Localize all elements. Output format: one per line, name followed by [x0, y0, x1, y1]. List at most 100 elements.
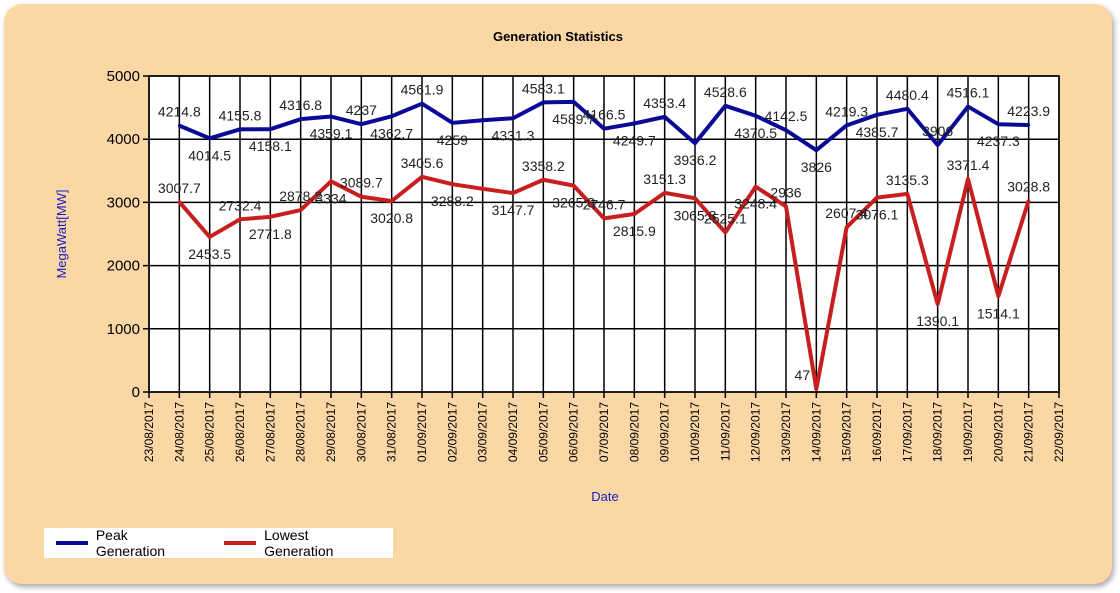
data-point — [754, 185, 758, 189]
x-tick-label: 25/08/2017 — [203, 402, 217, 462]
data-point — [572, 184, 576, 188]
data-point — [784, 128, 788, 132]
x-tick-label: 22/09/2017 — [1052, 402, 1066, 462]
data-point — [268, 215, 272, 219]
data-point — [208, 136, 212, 140]
x-tick-label: 02/09/2017 — [445, 402, 459, 462]
y-tick-label: 4000 — [107, 131, 140, 148]
data-label: 4480.4 — [886, 87, 929, 103]
chart-title: Generation Statistics — [493, 29, 623, 44]
data-point — [754, 114, 758, 118]
x-tick-label: 14/09/2017 — [809, 402, 823, 462]
data-point — [390, 114, 394, 118]
data-point — [541, 100, 545, 104]
data-point — [814, 148, 818, 152]
data-point — [511, 191, 515, 195]
x-tick-label: 05/09/2017 — [536, 402, 550, 462]
data-label: 4528.6 — [704, 84, 747, 100]
data-point — [177, 124, 181, 128]
data-point — [450, 182, 454, 186]
data-point — [177, 200, 181, 204]
x-tick-label: 20/09/2017 — [991, 402, 1005, 462]
data-point — [1027, 123, 1031, 127]
data-label: 3826 — [801, 159, 832, 175]
data-label: 4331.3 — [492, 127, 535, 143]
data-point — [390, 199, 394, 203]
x-tick-label: 12/09/2017 — [749, 402, 763, 462]
data-label: 1514.1 — [977, 305, 1020, 321]
x-tick-label: 04/09/2017 — [506, 402, 520, 462]
data-point — [663, 191, 667, 195]
x-tick-label: 13/09/2017 — [779, 402, 793, 462]
data-point — [268, 127, 272, 131]
legend-swatch — [56, 541, 88, 545]
x-tick-label: 23/08/2017 — [142, 402, 156, 462]
data-point — [996, 294, 1000, 298]
data-label: 2732.4 — [219, 197, 262, 213]
data-point — [723, 230, 727, 234]
data-label: 4158.1 — [249, 138, 292, 154]
data-point — [936, 143, 940, 147]
y-tick-label: 3000 — [107, 194, 140, 211]
data-label: 3020.8 — [370, 210, 413, 226]
data-point — [359, 195, 363, 199]
data-point — [299, 117, 303, 121]
legend-swatch — [224, 541, 257, 545]
data-label: 4166.5 — [583, 107, 626, 123]
data-point — [693, 196, 697, 200]
data-label: 3405.6 — [401, 155, 444, 171]
data-label: 3334 — [315, 190, 346, 206]
data-label: 2936 — [770, 184, 801, 200]
data-label: 4561.9 — [401, 82, 444, 98]
data-point — [814, 387, 818, 391]
data-label: 4353.4 — [643, 95, 686, 111]
data-point — [450, 121, 454, 125]
data-label: 4155.8 — [219, 107, 262, 123]
x-tick-label: 09/09/2017 — [658, 402, 672, 462]
x-tick-label: 06/09/2017 — [567, 402, 581, 462]
data-label: 4316.8 — [279, 97, 322, 113]
data-label: 4142.5 — [765, 108, 808, 124]
data-point — [238, 127, 242, 131]
x-tick-label: 24/08/2017 — [172, 402, 186, 462]
data-point — [572, 100, 576, 104]
data-point — [632, 212, 636, 216]
data-label: 4237 — [346, 102, 377, 118]
data-label: 4214.8 — [158, 104, 201, 120]
data-label: 3265.3 — [552, 195, 595, 211]
data-point — [845, 123, 849, 127]
data-point — [238, 217, 242, 221]
data-point — [663, 115, 667, 119]
x-tick-label: 11/09/2017 — [718, 402, 732, 461]
data-label: 4370.5 — [734, 125, 777, 141]
data-point — [359, 122, 363, 126]
data-point — [299, 208, 303, 212]
data-label: 3076.1 — [856, 207, 899, 223]
data-point — [420, 175, 424, 179]
x-tick-label: 26/08/2017 — [233, 402, 247, 462]
data-point — [329, 115, 333, 119]
x-tick-label: 21/09/2017 — [1022, 402, 1036, 462]
x-tick-label: 18/09/2017 — [931, 402, 945, 462]
data-label: 47 — [795, 367, 811, 383]
data-label: 4516.1 — [947, 85, 990, 101]
data-point — [1027, 199, 1031, 203]
x-tick-label: 30/08/2017 — [354, 402, 368, 462]
data-point — [966, 105, 970, 109]
data-label: 4362.7 — [370, 125, 413, 141]
x-tick-label: 27/08/2017 — [263, 402, 277, 462]
data-label: 3371.4 — [947, 157, 990, 173]
x-tick-label: 10/09/2017 — [688, 402, 702, 462]
data-label: 3936.2 — [674, 152, 717, 168]
x-tick-label: 07/09/2017 — [597, 402, 611, 462]
legend-item: Peak Generation — [56, 527, 200, 559]
data-point — [996, 122, 1000, 126]
data-point — [511, 116, 515, 120]
data-label: 3135.3 — [886, 172, 929, 188]
data-label: 4249.7 — [613, 132, 656, 148]
data-label: 2607.4 — [825, 205, 868, 221]
data-label: 4014.5 — [188, 147, 231, 163]
data-label: 4219.3 — [825, 103, 868, 119]
y-tick-label: 2000 — [107, 258, 140, 275]
x-tick-label: 19/09/2017 — [961, 402, 975, 462]
